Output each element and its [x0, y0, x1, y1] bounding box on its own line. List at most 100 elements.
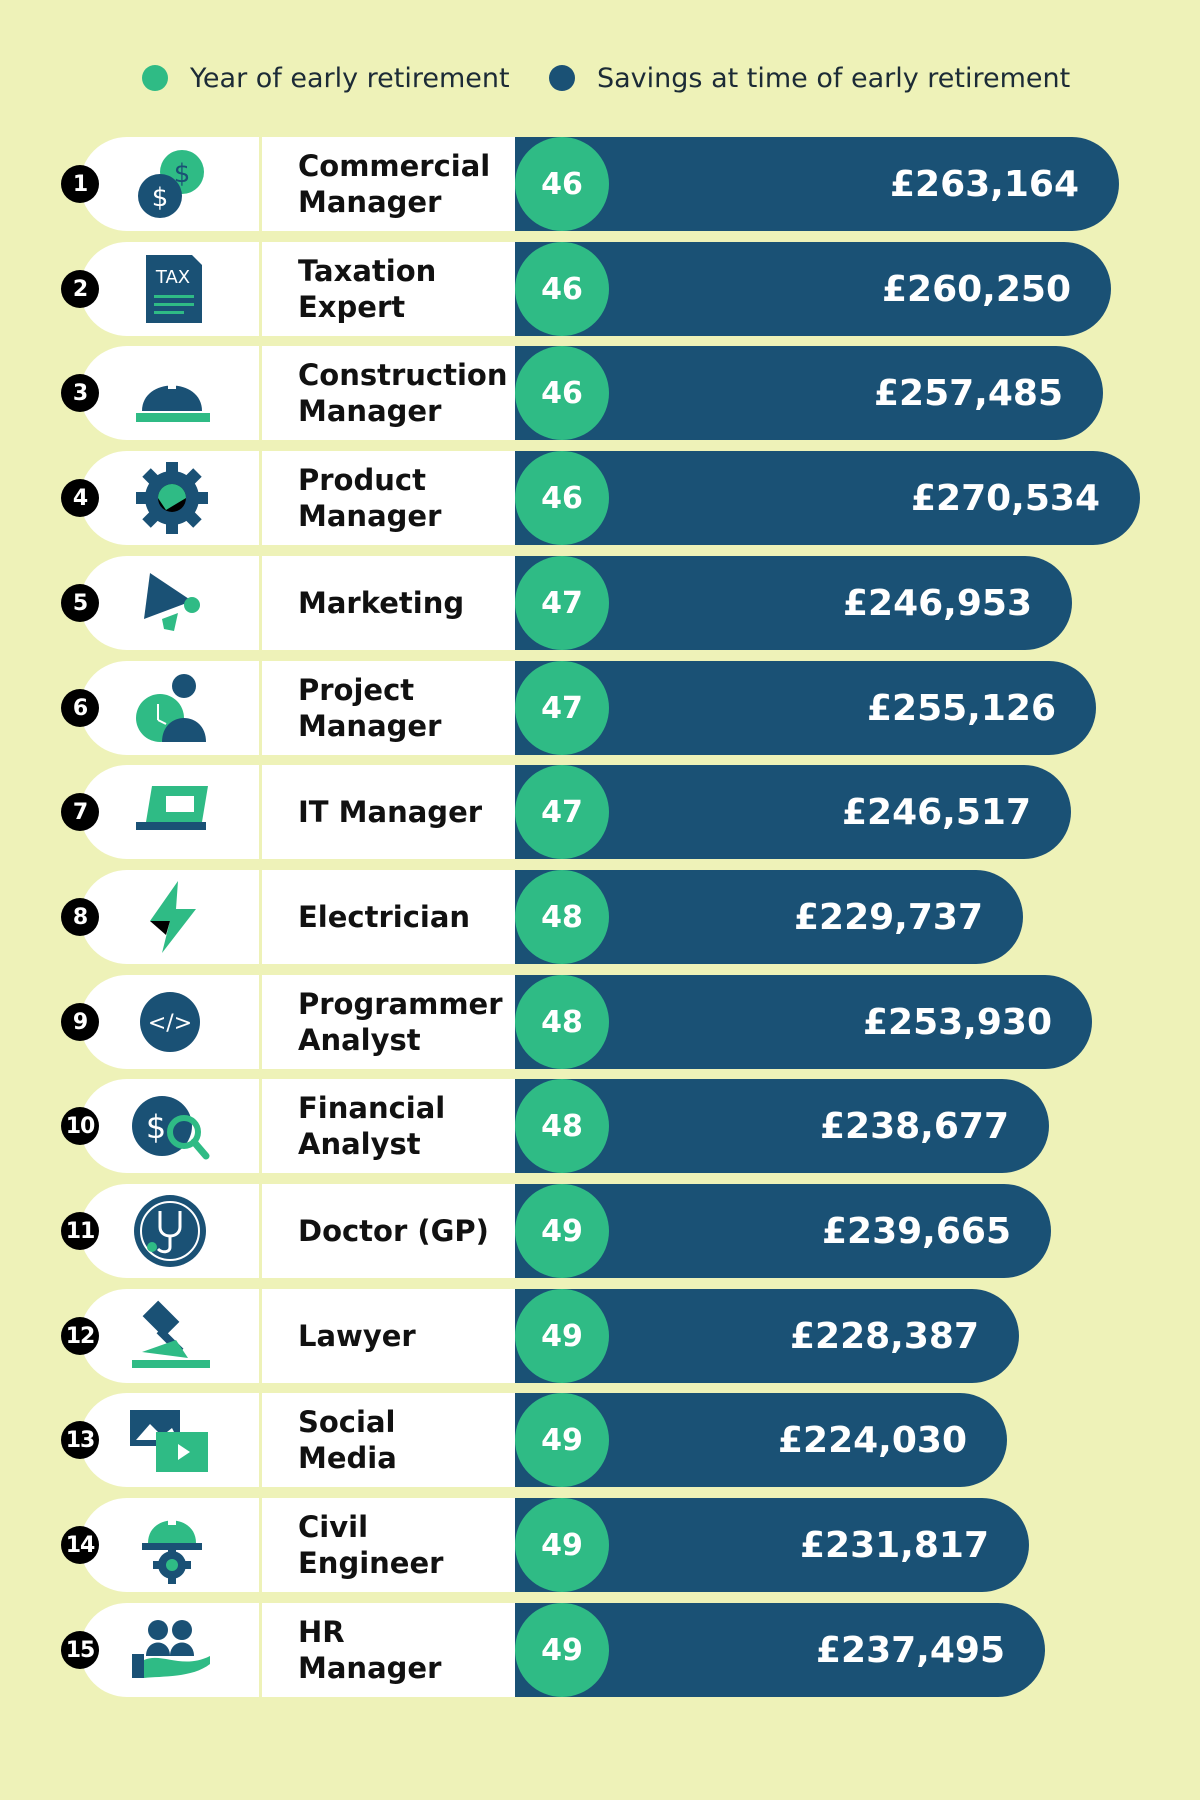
- category-label: Social Media: [298, 1405, 397, 1475]
- savings-bar: [515, 975, 1092, 1069]
- savings-bar: [515, 661, 1096, 755]
- year-badge: 48: [515, 1079, 609, 1173]
- engineer-helmet-icon: [122, 1505, 222, 1585]
- year-badge: 47: [515, 661, 609, 755]
- savings-bar: [515, 137, 1119, 231]
- chart-row: 13 Social Media £224,030 49: [0, 1393, 1200, 1487]
- rank-badge: 14: [61, 1526, 99, 1564]
- category-label: Marketing: [298, 586, 465, 620]
- svg-text:TAX: TAX: [155, 267, 190, 288]
- category-label: Commercial Manager: [298, 149, 491, 219]
- chart-row: 12 Lawyer £228,387 49: [0, 1289, 1200, 1383]
- row-divider: [259, 1393, 262, 1487]
- svg-text:$: $: [146, 1108, 166, 1146]
- rank-badge: 4: [61, 479, 99, 517]
- year-badge: 46: [515, 451, 609, 545]
- chart-row: 4 Product Manager £270,534 46: [0, 451, 1200, 545]
- category-label: Doctor (GP): [298, 1214, 489, 1248]
- rank-badge: 7: [61, 793, 99, 831]
- savings-value-label: £224,030: [777, 1419, 967, 1461]
- savings-value-label: £246,517: [841, 791, 1031, 833]
- row-divider: [259, 661, 262, 755]
- chart-row: 15 HR Manager £237,495 49: [0, 1603, 1200, 1697]
- year-badge: 49: [515, 1603, 609, 1697]
- tax-document-icon: TAX: [122, 249, 222, 329]
- savings-bar: [515, 451, 1140, 545]
- chart-row: 1 $ $ Commercial Manager £263,164 46: [0, 137, 1200, 231]
- chart-row: 5 Marketing £246,953 47: [0, 556, 1200, 650]
- rank-badge: 1: [61, 165, 99, 203]
- hr-hand-icon: [122, 1610, 222, 1690]
- rank-badge: 2: [61, 270, 99, 308]
- legend-swatch-year: [142, 65, 168, 91]
- savings-bar: [515, 242, 1111, 336]
- chart-row: 14 Civil Engineer £231,817 49: [0, 1498, 1200, 1592]
- legend-item-savings: Savings at time of early retirement: [549, 58, 1070, 98]
- rank-badge: 15: [61, 1631, 99, 1669]
- year-badge: 47: [515, 556, 609, 650]
- category-label: Financial Analyst: [298, 1091, 446, 1161]
- row-divider: [259, 451, 262, 545]
- chart-row: 10 $ Financial Analyst £238,677 48: [0, 1079, 1200, 1173]
- row-divider: [259, 137, 262, 231]
- legend-swatch-savings: [549, 65, 575, 91]
- savings-bar: [515, 346, 1103, 440]
- legend-label-year: Year of early retirement: [190, 62, 510, 94]
- category-label: IT Manager: [298, 795, 483, 829]
- year-badge: 46: [515, 242, 609, 336]
- rank-badge: 6: [61, 689, 99, 727]
- savings-value-label: £255,126: [866, 687, 1056, 729]
- row-divider: [259, 1603, 262, 1697]
- savings-value-label: £253,930: [862, 1001, 1052, 1043]
- row-divider: [259, 765, 262, 859]
- category-label: Taxation Expert: [298, 254, 437, 324]
- year-badge: 47: [515, 765, 609, 859]
- year-badge: 46: [515, 137, 609, 231]
- savings-value-label: £228,387: [789, 1315, 979, 1357]
- chart-legend: Year of early retirement Savings at time…: [0, 58, 1200, 98]
- rank-badge: 12: [61, 1317, 99, 1355]
- category-label: Construction Manager: [298, 358, 508, 428]
- row-divider: [259, 242, 262, 336]
- savings-value-label: £229,737: [793, 896, 983, 938]
- row-divider: [259, 1289, 262, 1383]
- chart-row: 3 Construction Manager £257,485 46: [0, 346, 1200, 440]
- savings-value-label: £246,953: [842, 582, 1032, 624]
- year-badge: 46: [515, 346, 609, 440]
- savings-value-label: £263,164: [889, 163, 1079, 205]
- category-label: Civil Engineer: [298, 1510, 444, 1580]
- category-label: Product Manager: [298, 463, 442, 533]
- rank-badge: 9: [61, 1003, 99, 1041]
- chart-row: 8 Electrician £229,737 48: [0, 870, 1200, 964]
- chart-row: 9 </> Programmer Analyst £253,930 48: [0, 975, 1200, 1069]
- year-badge: 48: [515, 975, 609, 1069]
- category-label: Programmer Analyst: [298, 987, 503, 1057]
- money-coins-icon: $ $: [122, 144, 222, 224]
- savings-value-label: £237,495: [815, 1629, 1005, 1671]
- rank-badge: 3: [61, 374, 99, 412]
- chart-row: 6 Project Manager £255,126 47: [0, 661, 1200, 755]
- row-divider: [259, 1184, 262, 1278]
- legend-item-year: Year of early retirement: [142, 58, 510, 98]
- rank-badge: 5: [61, 584, 99, 622]
- megaphone-icon: [122, 563, 222, 643]
- category-label: Lawyer: [298, 1319, 416, 1353]
- rank-badge: 11: [61, 1212, 99, 1250]
- lightning-icon: [122, 877, 222, 957]
- svg-text:$: $: [152, 183, 169, 213]
- money-search-icon: $: [122, 1086, 222, 1166]
- row-divider: [259, 870, 262, 964]
- hard-hat-icon: [122, 353, 222, 433]
- media-icon: [122, 1400, 222, 1480]
- chart-row: 11 Doctor (GP) £239,665 49: [0, 1184, 1200, 1278]
- chart-row: 7 IT Manager £246,517 47: [0, 765, 1200, 859]
- laptop-icon: [122, 772, 222, 852]
- savings-value-label: £231,817: [799, 1524, 989, 1566]
- rank-badge: 8: [61, 898, 99, 936]
- year-badge: 49: [515, 1498, 609, 1592]
- gear-icon: [122, 458, 222, 538]
- row-divider: [259, 1079, 262, 1173]
- category-label: Project Manager: [298, 673, 442, 743]
- year-badge: 48: [515, 870, 609, 964]
